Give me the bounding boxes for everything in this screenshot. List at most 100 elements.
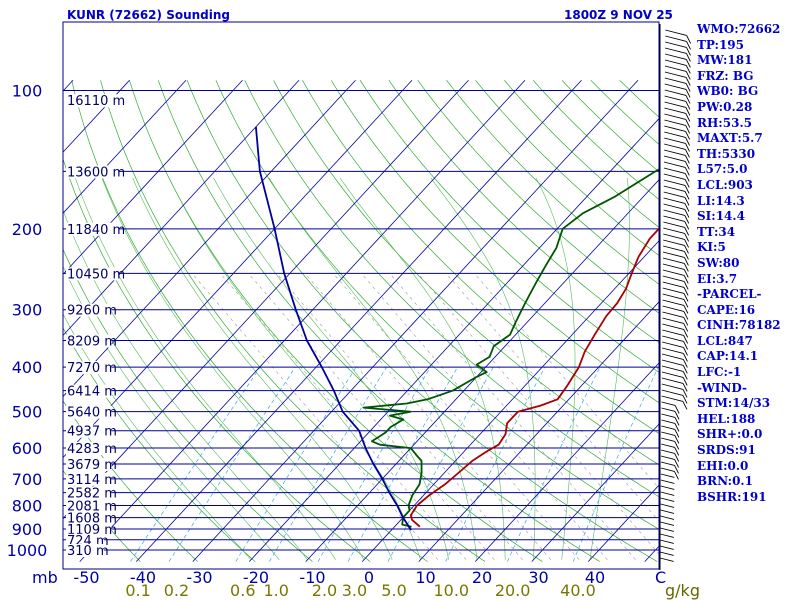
dry-adiabat — [561, 80, 659, 173]
wind-barb-flag — [674, 471, 679, 480]
pressure-unit-label: mb — [32, 568, 58, 587]
temperature-tick-label: 30 — [528, 568, 548, 587]
wind-barb — [661, 389, 684, 396]
wind-barbs — [659, 24, 692, 570]
wind-barb-flag — [683, 311, 689, 320]
wind-barb-flag — [683, 335, 689, 344]
dry-adiabat — [273, 80, 659, 466]
wind-barb — [664, 119, 686, 126]
wind-barb-flag — [686, 47, 691, 56]
mixing-ratio-tick-label: 0.1 — [125, 581, 150, 600]
mixing-ratio-line — [130, 366, 261, 562]
wind-barb — [660, 479, 675, 484]
wind-barb-flag — [685, 119, 691, 128]
wind-barb — [660, 539, 674, 544]
wind-barb-flag — [685, 131, 691, 140]
wind-barb — [660, 467, 675, 472]
wind-barb — [662, 311, 684, 318]
wind-barb-flag — [674, 423, 680, 432]
wind-barb — [661, 413, 676, 418]
height-label-bg — [66, 405, 112, 419]
isotherm — [531, 423, 659, 562]
height-level-label: 9260 m — [67, 304, 117, 319]
wind-barb-flag — [682, 395, 688, 404]
stat-item: PW:0.28 — [697, 99, 753, 114]
wind-barb-flag — [684, 209, 690, 218]
height-label-bg — [66, 361, 112, 375]
wind-barb-flag — [684, 233, 690, 242]
temperature-tick-label: -20 — [243, 568, 269, 587]
dry-adiabat — [186, 80, 658, 562]
wind-barb — [662, 287, 685, 294]
sounding-time: 1800Z 9 NOV 25 — [564, 8, 673, 22]
temperature-tick-label: -40 — [130, 568, 156, 587]
wind-barb — [662, 275, 685, 282]
stat-item: SRDS:91 — [697, 443, 756, 458]
wind-barb-flag — [683, 305, 689, 314]
height-label-bg — [66, 222, 120, 236]
wind-barb — [662, 323, 684, 330]
temperature-tick-label: -50 — [73, 568, 99, 587]
wind-barb — [660, 503, 675, 508]
height-label-bg — [66, 486, 112, 500]
wind-barb — [660, 533, 674, 538]
stat-item: WMO:72662 — [697, 22, 781, 36]
wind-barb-flag — [682, 401, 688, 410]
wind-barb — [660, 491, 675, 496]
wind-barb-flag — [684, 191, 690, 200]
wind-barb — [665, 29, 687, 36]
stat-item: CAP:14.1 — [697, 349, 759, 364]
wind-barb-flag — [684, 245, 689, 254]
height-label-bg — [66, 165, 120, 179]
wind-barb-flag — [683, 275, 689, 284]
wind-barb-flag — [684, 203, 690, 212]
wind-barb — [662, 269, 685, 276]
temperature-unit-label: C — [655, 568, 666, 587]
wind-barb — [663, 167, 686, 174]
wind-barb — [660, 485, 675, 490]
pressure-tick-label: 100 — [12, 82, 43, 101]
sounding-profile — [409, 227, 659, 528]
wind-barb — [663, 221, 685, 228]
height-label-bg — [66, 384, 112, 398]
height-label-bg — [66, 511, 112, 525]
height-level-label: 6414 m — [67, 385, 117, 400]
dry-adiabat — [302, 80, 659, 434]
wind-barb-flag — [674, 411, 680, 420]
wind-barb-flag — [683, 323, 689, 332]
pressure-tick-label: 500 — [12, 403, 43, 422]
stat-item: BSHR:191 — [697, 489, 767, 504]
wind-barb — [663, 209, 685, 216]
stat-item: SW:80 — [697, 255, 740, 270]
isotherm — [63, 79, 356, 398]
temperature-tick-label: -30 — [186, 568, 212, 587]
dry-adiabat — [215, 80, 659, 530]
wind-barb — [662, 251, 685, 258]
wind-barb — [663, 185, 686, 192]
wind-barb-flag — [674, 429, 680, 438]
wind-barb — [661, 371, 684, 378]
wind-barb — [663, 179, 686, 186]
stat-item: RH:53.5 — [697, 115, 752, 130]
wind-barb — [660, 449, 675, 454]
wind-barb — [664, 95, 687, 102]
wind-barb-flag — [674, 465, 679, 474]
stat-item: SI:14.4 — [697, 209, 745, 224]
stat-item: EHI:0.0 — [697, 458, 749, 473]
stat-item: CINH:78182 — [697, 318, 781, 333]
wind-barb — [665, 41, 687, 48]
wind-barb-flag — [685, 125, 691, 134]
stat-item: TH:5330 — [697, 146, 756, 161]
stats-panel: WMO:72662 TP:195 MW:181 FRZ: BG WB0: BG PW:0.… — [697, 22, 797, 505]
wind-barb — [663, 215, 685, 222]
stat-item: -PARCEL- — [697, 287, 762, 302]
dry-adiabat — [504, 80, 659, 228]
dry-adiabat — [63, 400, 198, 562]
mixing-ratio-tick-label: 3.0 — [342, 581, 367, 600]
wind-barb — [664, 83, 687, 90]
stat-item: MW:181 — [697, 53, 753, 68]
pressure-tick-label: 900 — [12, 520, 43, 539]
height-label-bg — [66, 458, 112, 472]
dry-adiabat — [63, 327, 256, 562]
wind-barb-flag — [685, 143, 690, 152]
